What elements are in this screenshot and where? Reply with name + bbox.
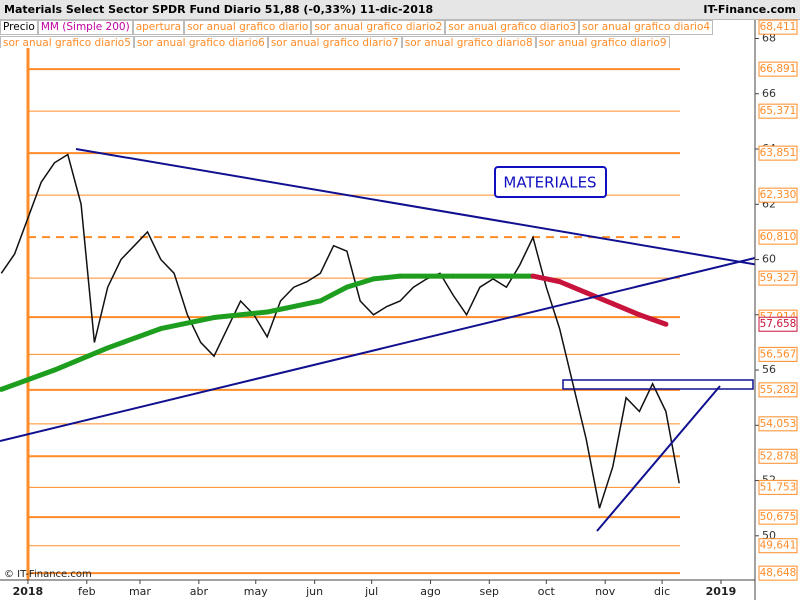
legend-item: sor anual grafico diario2 bbox=[311, 20, 446, 35]
level-label-box bbox=[758, 187, 798, 203]
level-label: 68,411 bbox=[760, 21, 797, 33]
annotation: MATERIALES bbox=[503, 174, 596, 192]
level-label: 48,648 bbox=[760, 567, 797, 579]
ma-segment bbox=[530, 273, 563, 285]
x-tick-label: abr bbox=[190, 585, 209, 598]
legend-item: sor anual grafico diario7 bbox=[267, 36, 402, 48]
y-tick-label: 66 bbox=[762, 87, 776, 100]
header: Materials Select Sector SPDR Fund Diario… bbox=[0, 0, 800, 20]
y-tick-label: 60 bbox=[762, 253, 776, 266]
drawings bbox=[0, 148, 755, 532]
ma-segment bbox=[0, 367, 57, 392]
legend: Precio MM (Simple 200) apertura sor anual g… bbox=[0, 20, 757, 48]
x-tick-label: may bbox=[244, 585, 268, 598]
ma-segment bbox=[317, 284, 350, 304]
ma-label-box bbox=[758, 316, 798, 332]
level-label-box bbox=[758, 565, 798, 581]
trend-line bbox=[75, 148, 755, 266]
ma-segment bbox=[583, 290, 616, 307]
level-label-box bbox=[758, 145, 798, 161]
x-tick-label: jun bbox=[305, 585, 323, 598]
level-label-box bbox=[758, 416, 798, 432]
x-tick-label: ago bbox=[420, 585, 441, 598]
legend-item: Precio bbox=[0, 20, 38, 35]
level-label: 63,851 bbox=[760, 147, 797, 159]
level-label: 54,053 bbox=[760, 418, 797, 430]
level-label-box bbox=[758, 270, 798, 286]
x-tick-label: mar bbox=[129, 585, 151, 598]
x-tick-label: jul bbox=[364, 585, 378, 598]
legend-item: sor anual grafico diario bbox=[184, 20, 312, 35]
legend-item: sor anual grafico diario4 bbox=[579, 20, 714, 35]
level-label: 51,753 bbox=[760, 481, 797, 493]
level-label: 56,567 bbox=[760, 348, 797, 360]
level-label-box bbox=[758, 229, 798, 245]
level-label-box bbox=[758, 538, 798, 554]
level-label: 60,810 bbox=[760, 231, 797, 243]
legend-item: apertura bbox=[132, 20, 185, 35]
axes: 505254565860626466682018febmarabrmayjunj… bbox=[13, 19, 798, 598]
y-tick-label: 68 bbox=[762, 32, 776, 45]
level-label: 50,675 bbox=[760, 511, 797, 523]
plot bbox=[0, 153, 680, 509]
legend-item: sor anual grafico diario9 bbox=[535, 36, 670, 48]
level-label-box bbox=[758, 346, 798, 362]
y-tick-label: 56 bbox=[762, 363, 776, 376]
level-label: 49,641 bbox=[760, 540, 797, 552]
level-label-box bbox=[758, 479, 798, 495]
legend-item: sor anual grafico diario5 bbox=[0, 36, 134, 48]
level-label-box bbox=[758, 448, 798, 464]
level-label-box bbox=[758, 509, 798, 525]
level-label-box bbox=[758, 19, 798, 35]
x-tick-label: 2019 bbox=[706, 585, 737, 598]
trend-line bbox=[0, 257, 755, 442]
level-label: 65,371 bbox=[760, 105, 797, 117]
level-label-box bbox=[758, 61, 798, 77]
brand: IT-Finance.com bbox=[703, 3, 796, 16]
level-label: 59,327 bbox=[760, 272, 797, 284]
ma-segment bbox=[51, 345, 111, 373]
ma-segment bbox=[636, 312, 669, 327]
legend-item: sor anual grafico diario6 bbox=[133, 36, 268, 48]
level-label: 66,891 bbox=[760, 63, 797, 75]
ma-segment bbox=[264, 298, 323, 315]
x-tick-label: nov bbox=[595, 585, 616, 598]
zone-box bbox=[562, 379, 754, 390]
legend-item: sor anual grafico diario8 bbox=[401, 36, 536, 48]
ma-segment bbox=[344, 276, 377, 290]
ma-segment bbox=[158, 315, 217, 332]
ma-segment bbox=[610, 301, 642, 318]
x-tick-label: dic bbox=[654, 585, 670, 598]
ma-segment bbox=[557, 279, 589, 296]
chart-title: Materials Select Sector SPDR Fund Diario… bbox=[4, 3, 434, 16]
x-tick-label: 2018 bbox=[13, 585, 44, 598]
price-line bbox=[0, 153, 680, 509]
level-label-box bbox=[758, 382, 798, 398]
ma-segment bbox=[211, 309, 270, 321]
legend-item: sor anual grafico diario3 bbox=[445, 20, 580, 35]
level-label: 55,282 bbox=[760, 384, 797, 396]
x-tick-label: oct bbox=[538, 585, 556, 598]
trend-line bbox=[596, 385, 721, 532]
x-tick-label: sep bbox=[480, 585, 499, 598]
legend-item: MM (Simple 200) bbox=[37, 20, 133, 35]
ma-segment bbox=[105, 326, 164, 351]
level-label-box bbox=[758, 103, 798, 119]
footer: © IT-Finance.com bbox=[4, 569, 92, 580]
level-label: 52,878 bbox=[760, 450, 797, 462]
x-tick-label: feb bbox=[78, 585, 96, 598]
ma-label: 57,658 bbox=[760, 318, 797, 330]
level-label: 62,330 bbox=[760, 189, 797, 201]
ma-segment bbox=[371, 273, 403, 282]
annotation-box bbox=[494, 166, 607, 198]
